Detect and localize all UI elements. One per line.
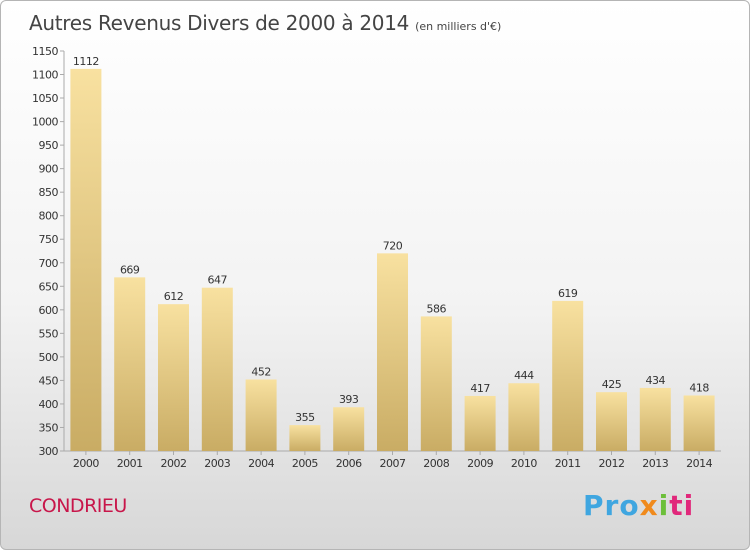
chart-title-text: Autres Revenus Divers de 2000 à 2014 [29, 11, 410, 35]
bar [201, 287, 233, 451]
x-tick-label: 2001 [117, 457, 143, 470]
proxiti-logo: Proxiti [583, 489, 694, 522]
bar-value-label: 434 [646, 374, 666, 387]
bar [245, 379, 277, 451]
logo-part-ti: ti [669, 489, 695, 522]
x-tick-label: 2006 [336, 457, 362, 470]
y-tick-label: 650 [39, 280, 59, 293]
x-tick-label: 2008 [423, 457, 449, 470]
y-tick-label: 700 [39, 257, 59, 270]
bar-value-label: 586 [427, 302, 447, 315]
x-tick-label: 2005 [292, 457, 318, 470]
bar-value-label: 417 [470, 382, 490, 395]
bar [289, 425, 321, 451]
x-tick-label: 2002 [161, 457, 187, 470]
logo-part-x: x [639, 489, 659, 522]
x-tick-label: 2010 [511, 457, 537, 470]
bar [639, 387, 671, 451]
bar-value-label: 1112 [73, 55, 99, 68]
logo-part-pro: Pro [583, 489, 640, 522]
bar-value-label: 393 [339, 393, 359, 406]
bar [158, 304, 189, 451]
y-tick-label: 500 [39, 351, 59, 364]
y-tick-label: 800 [39, 210, 59, 223]
y-tick-label: 1050 [32, 92, 58, 105]
bar [114, 277, 146, 451]
bar [70, 68, 102, 451]
bar-value-label: 418 [689, 381, 709, 394]
x-tick-label: 2003 [204, 457, 230, 470]
chart-title: Autres Revenus Divers de 2000 à 2014 (en … [29, 11, 501, 35]
x-tick-label: 2004 [248, 457, 274, 470]
bar-value-label: 647 [208, 274, 228, 287]
x-tick-label: 2009 [467, 457, 493, 470]
commune-name: CONDRIEU [29, 495, 127, 517]
y-tick-label: 1000 [32, 116, 58, 129]
bar [333, 407, 365, 451]
y-tick-label: 450 [39, 374, 59, 387]
bar-value-label: 619 [558, 287, 578, 300]
chart-unit: (en milliers d'€) [415, 20, 502, 33]
y-tick-label: 300 [39, 445, 59, 458]
bar [552, 300, 584, 451]
y-tick-label: 850 [39, 186, 59, 199]
bar [420, 316, 452, 451]
bar [683, 395, 715, 451]
bar-value-label: 425 [602, 378, 622, 391]
bar-value-label: 444 [514, 369, 534, 382]
y-tick-label: 600 [39, 304, 59, 317]
bar-value-label: 612 [164, 290, 184, 303]
bar [464, 395, 496, 451]
y-tick-label: 550 [39, 327, 59, 340]
x-tick-label: 2014 [686, 457, 712, 470]
bar [508, 383, 540, 451]
bar-value-label: 355 [295, 411, 315, 424]
x-axis: 2000 2001 2002 2003 2004 2005 2006 2007 2008 2009… [64, 450, 721, 470]
bars: 1112 669 612 647 452 355 393 720 586 417 444 619 425… [70, 55, 715, 451]
x-tick-label: 2011 [555, 457, 581, 470]
y-tick-label: 1150 [32, 45, 58, 58]
x-tick-label: 2012 [599, 457, 625, 470]
bar [377, 253, 408, 451]
y-tick-label: 1100 [32, 69, 58, 82]
x-tick-label: 2000 [73, 457, 99, 470]
x-tick-label: 2013 [642, 457, 668, 470]
bar-value-label: 720 [383, 239, 403, 252]
y-tick-label: 950 [39, 139, 59, 152]
y-tick-label: 350 [39, 421, 59, 434]
bar-value-label: 669 [120, 263, 140, 276]
y-tick-label: 750 [39, 233, 59, 246]
y-tick-label: 400 [39, 398, 59, 411]
y-tick-label: 900 [39, 163, 59, 176]
bar-value-label: 452 [251, 365, 271, 378]
logo-part-i: i [658, 489, 670, 522]
y-axis: 300 350 400 450 500 550 600 650 700 750 800 850 900 9… [32, 45, 65, 458]
bar [596, 392, 627, 451]
x-tick-label: 2007 [380, 457, 406, 470]
